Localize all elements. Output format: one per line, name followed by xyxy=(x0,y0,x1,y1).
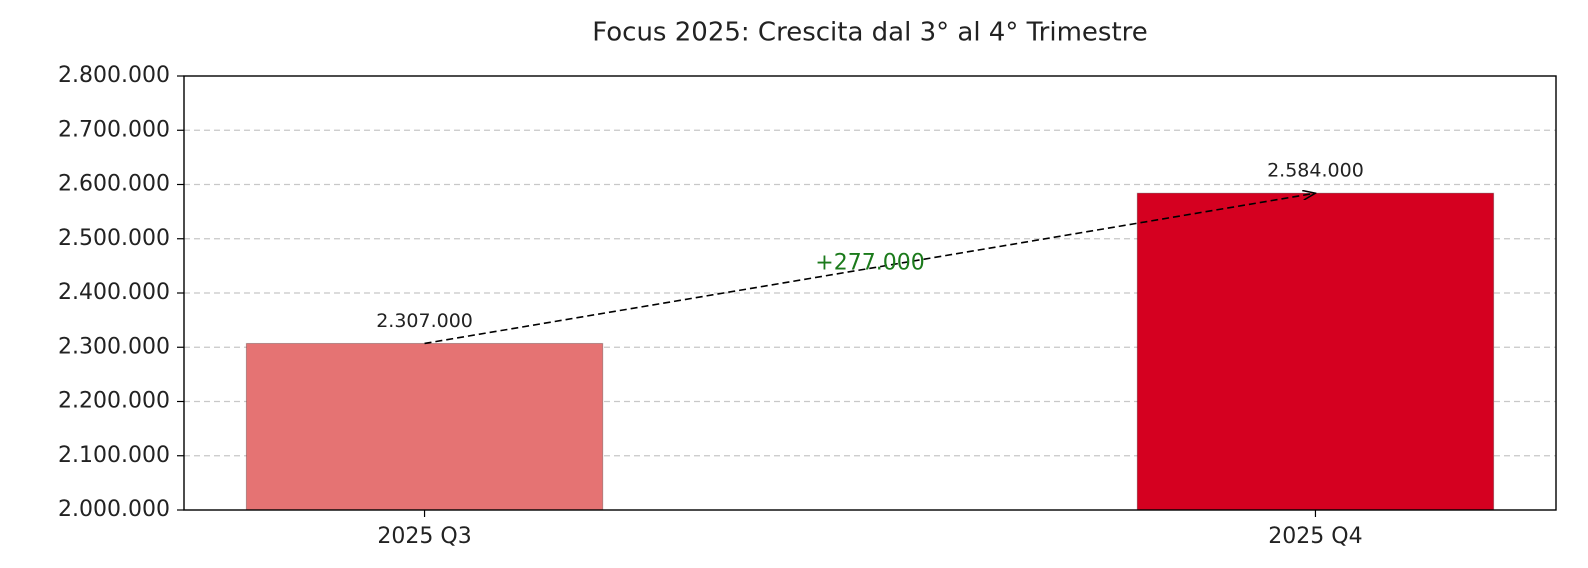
plot-frame xyxy=(183,75,1557,511)
x-tick-label: 2025 Q3 xyxy=(377,524,471,549)
y-tick-label: 2.500.000 xyxy=(58,226,170,251)
chart-title: Focus 2025: Crescita dal 3° al 4° Trimes… xyxy=(592,18,1148,48)
y-tick-label: 2.100.000 xyxy=(58,443,170,468)
y-tick-label: 2.400.000 xyxy=(58,280,170,305)
bar xyxy=(1136,192,1495,511)
bar xyxy=(245,342,604,511)
growth-arrow xyxy=(424,193,1316,345)
y-tick-label: 2.700.000 xyxy=(58,117,170,142)
growth-annotation: +277.000 xyxy=(815,250,924,275)
x-tick-label: 2025 Q4 xyxy=(1268,524,1362,549)
y-tick-label: 2.200.000 xyxy=(58,389,170,414)
value-label: 2.307.000 xyxy=(376,310,473,332)
y-tick-label: 2.300.000 xyxy=(58,334,170,359)
value-label: 2.584.000 xyxy=(1267,160,1364,182)
y-tick-label: 2.800.000 xyxy=(58,63,170,88)
y-tick-label: 2.600.000 xyxy=(58,172,170,197)
y-tick-label: 2.000.000 xyxy=(58,497,170,522)
